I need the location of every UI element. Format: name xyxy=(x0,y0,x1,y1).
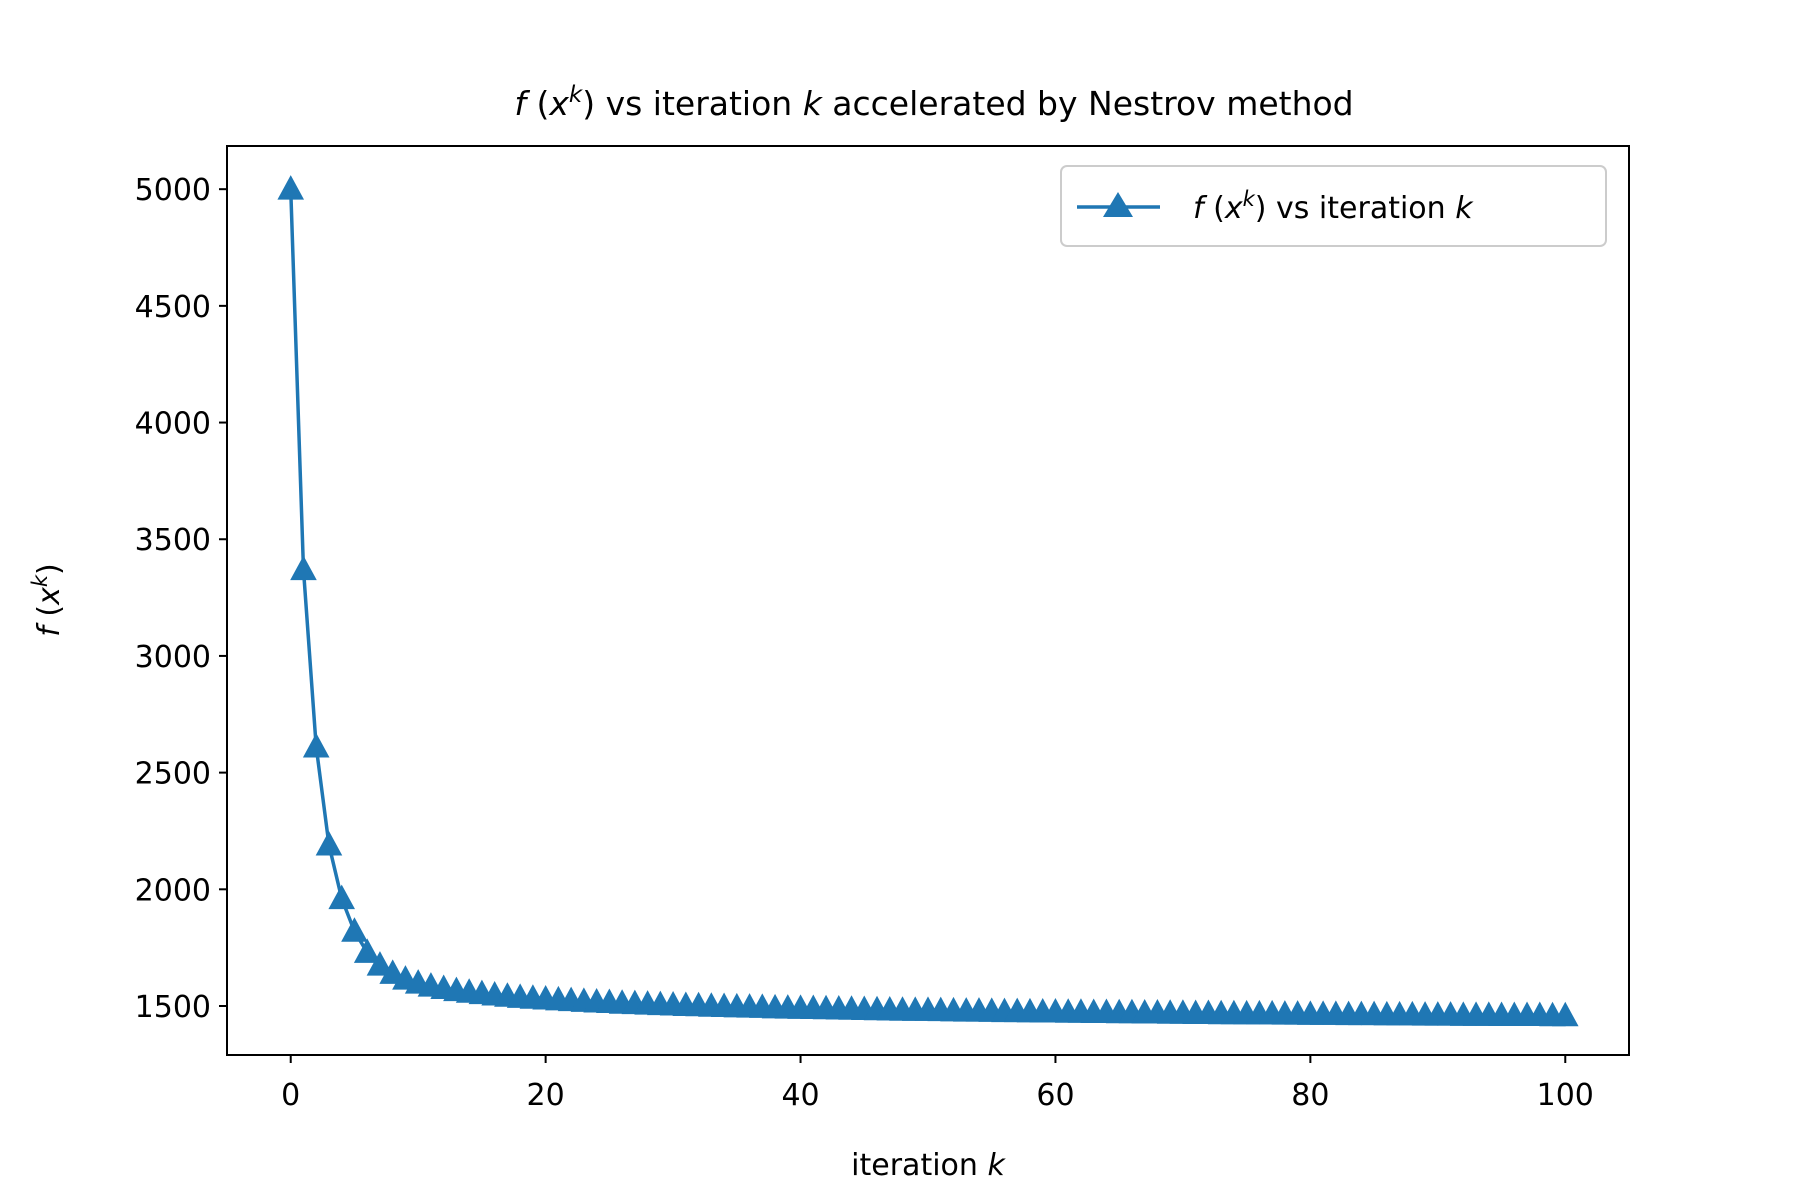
data-point-marker xyxy=(302,732,330,758)
data-point-marker xyxy=(341,917,368,942)
y-tick-label: 3000 xyxy=(135,640,211,675)
legend: f (xk) vs iteration k xyxy=(1060,165,1607,247)
legend-box xyxy=(1060,165,1607,247)
y-tick-label: 4000 xyxy=(135,407,211,442)
y-axis-ticks: 1500 2000 2500 3000 3500 4000 4500 5000 xyxy=(135,173,227,1025)
data-point-marker xyxy=(366,951,394,976)
legend-label: f (xk) vs iteration k xyxy=(1193,187,1474,226)
y-tick-label: 2000 xyxy=(135,873,211,908)
data-point-marker xyxy=(353,938,381,963)
x-axis-label: iteration k xyxy=(851,1148,1006,1183)
data-point-marker xyxy=(290,555,317,581)
data-point-marker xyxy=(277,175,305,200)
axes-frame xyxy=(226,145,1630,1056)
legend-marker-triangle xyxy=(1103,192,1133,217)
x-tick-label: 60 xyxy=(1036,1078,1074,1113)
y-tick-label: 1500 xyxy=(135,990,211,1025)
data-point-marker xyxy=(328,884,356,910)
chart-title: f (xk) vs iteration k accelerated by Nes… xyxy=(514,82,1353,123)
plot-data-layer xyxy=(277,175,1579,1027)
x-tick-label: 80 xyxy=(1291,1078,1329,1113)
y-tick-label: 4500 xyxy=(135,290,211,325)
x-axis-ticks: 0 20 40 60 80 100 xyxy=(281,1055,1594,1113)
x-tick-label: 20 xyxy=(527,1078,565,1113)
x-tick-label: 40 xyxy=(781,1078,819,1113)
y-tick-label: 5000 xyxy=(135,173,211,208)
y-tick-label: 2500 xyxy=(135,757,211,792)
y-axis-label: f (xk) xyxy=(28,563,67,636)
data-point-marker xyxy=(315,830,343,856)
x-tick-label: 0 xyxy=(281,1078,300,1113)
data-point-marker xyxy=(1551,1001,1579,1027)
x-tick-label: 100 xyxy=(1537,1078,1594,1113)
y-tick-label: 3500 xyxy=(135,523,211,558)
